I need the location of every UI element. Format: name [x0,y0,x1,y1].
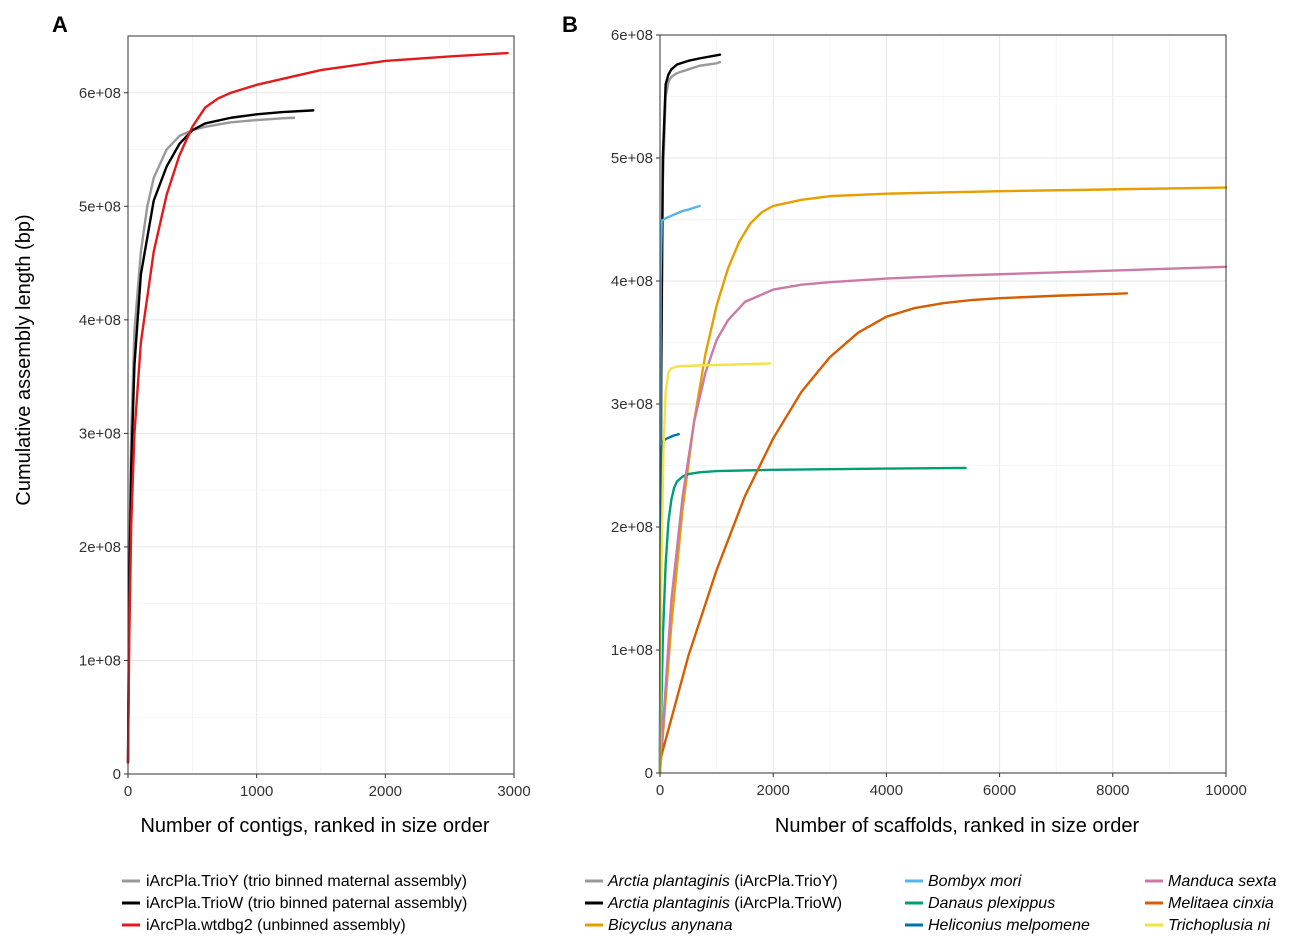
legend-entry: Arctia plantaginis (iArcPla.TrioW) [607,895,842,912]
panel-b-legend: Arctia plantaginis (iArcPla.TrioY) Arctia… [585,873,1277,934]
x-tick-label: 2000 [369,783,402,800]
y-tick-label: 2e+08 [79,539,121,556]
series-line-3 [126,51,509,764]
panel-a-label: A [52,12,68,37]
panel-b-chart: B 0 2000 4000 6000 8000 10000 0 1e+08 2e+08 3e+0… [562,12,1247,837]
x-tick-label: 6000 [983,782,1016,799]
x-tick-label: 10000 [1205,782,1247,799]
panel-a-x-ticks: 0 1000 2000 3000 [124,774,531,800]
legend-entry: Melitaea cinxia [1168,895,1274,912]
x-tick-label: 0 [656,782,664,799]
x-tick-label: 4000 [870,782,903,799]
series-line-8 [658,292,1129,762]
y-tick-label: 3e+08 [79,425,121,442]
x-tick-label: 1000 [240,783,273,800]
panel-a-chart: A 0 1000 2000 3000 0 1e+08 2e+08 3e+08 4e+08 5e+… [13,12,531,837]
panel-a-legend: iArcPla.TrioY (trio binned maternal asse… [122,873,467,934]
legend-entry: Arctia plantaginis (iArcPla.TrioY) [607,873,838,890]
y-tick-label: 6e+08 [611,27,653,44]
y-tick-label: 6e+08 [79,85,121,102]
x-tick-label: 0 [124,783,132,800]
y-tick-label: 1e+08 [79,652,121,669]
legend-entry: Heliconius melpomene [928,917,1090,934]
x-tick-label: 8000 [1096,782,1129,799]
legend-entry: iArcPla.TrioY (trio binned maternal asse… [146,873,467,890]
y-tick-label: 4e+08 [79,312,121,329]
legend-entry: Bombyx mori [928,873,1022,890]
legend-entry: Danaus plexippus [928,895,1055,912]
legend-entry: iArcPla.wtdbg2 (unbinned assembly) [146,917,406,934]
y-tick-label: 0 [645,765,653,782]
panel-a-y-axis-title: Cumulative assembly length (bp) [13,214,35,505]
y-tick-label: 4e+08 [611,273,653,290]
panel-b-x-axis-title: Number of scaffolds, ranked in size orde… [775,815,1140,837]
x-tick-label: 2000 [757,782,790,799]
panel-b-series [658,53,1228,775]
y-tick-label: 5e+08 [79,198,121,215]
panel-b-y-ticks: 0 1e+08 2e+08 3e+08 4e+08 5e+08 6e+08 [611,27,660,782]
legend-entry: iArcPla.TrioW (trio binned paternal asse… [146,895,467,912]
panel-a-series [126,51,509,764]
series-line-5 [658,466,967,775]
panel-a-x-axis-title: Number of contigs, ranked in size order [140,815,489,837]
series-line-7 [658,265,1228,775]
x-tick-label: 3000 [497,783,530,800]
y-tick-label: 1e+08 [611,642,653,659]
series-line-2 [126,109,315,764]
legend-entry: Trichoplusia ni [1168,917,1270,934]
y-tick-label: 0 [113,766,121,783]
panel-b-label: B [562,12,578,37]
series-line-9 [658,362,772,775]
y-tick-label: 3e+08 [611,396,653,413]
panel-b-x-ticks: 0 2000 4000 6000 8000 10000 [656,773,1247,799]
panel-a-y-ticks: 0 1e+08 2e+08 3e+08 4e+08 5e+08 6e+08 [79,85,128,783]
series-line-4 [658,204,701,775]
legend-entry: Manduca sexta [1168,873,1277,890]
y-tick-label: 2e+08 [611,519,653,536]
panel-a-frame [127,35,515,775]
y-tick-label: 5e+08 [611,150,653,167]
legend-entry: Bicyclus anynana [608,917,733,934]
